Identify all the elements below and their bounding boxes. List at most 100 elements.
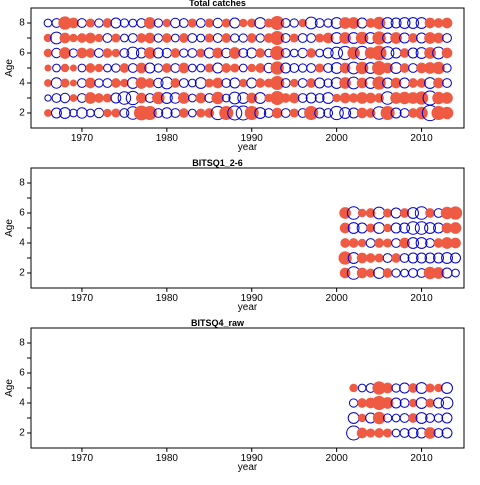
bubble-positive [391, 253, 401, 263]
bubble-positive [94, 63, 104, 73]
bubble-negative [382, 253, 393, 263]
bubble-negative [399, 413, 410, 423]
bubble-negative [298, 63, 308, 73]
bubble-positive [383, 428, 393, 438]
bubble-negative [59, 107, 71, 119]
bubble-negative [119, 108, 130, 118]
bubble-negative [187, 108, 197, 118]
bubble-negative [69, 108, 78, 118]
bubble-positive [145, 78, 155, 88]
bubble-negative [381, 17, 394, 29]
bubble-negative [187, 78, 197, 88]
bubble-positive [416, 78, 427, 88]
bubble-positive [390, 32, 402, 44]
bubble-positive [433, 18, 444, 28]
bubble-positive [247, 18, 257, 28]
bubble-positive [365, 92, 376, 104]
bubble-positive [347, 46, 360, 60]
bubble-positive [255, 48, 266, 58]
bubble-positive [270, 61, 284, 75]
bubble-positive [448, 206, 463, 220]
bubble-positive [136, 62, 147, 74]
bubble-negative [399, 253, 410, 263]
bubble-positive [414, 91, 429, 105]
bubble-negative [153, 63, 163, 73]
bubble-positive [136, 92, 147, 104]
bubble-negative [110, 17, 122, 29]
bubble-positive [372, 411, 386, 425]
bubble-negative [442, 33, 452, 43]
bubble-negative [390, 397, 402, 409]
bubble-positive [306, 48, 317, 58]
bubble-positive [69, 64, 77, 72]
bubble-positive [239, 18, 248, 28]
bubble-positive [69, 79, 77, 87]
bubble-positive [239, 78, 248, 88]
bubble-negative [280, 62, 292, 74]
bubble-negative [441, 412, 453, 424]
bubble-positive [338, 251, 352, 265]
bubble-positive [246, 92, 258, 104]
bubble-negative [229, 17, 241, 29]
bubble-positive [339, 222, 351, 234]
bubble-negative [153, 18, 163, 28]
bubble-positive [390, 77, 402, 89]
bubble-negative [408, 268, 418, 278]
bubble-positive [355, 61, 369, 75]
bubble-negative [93, 107, 105, 119]
bubble-positive [144, 17, 156, 29]
bubble-negative [433, 428, 444, 438]
bubble-negative [314, 77, 326, 89]
bubble-negative [390, 107, 402, 119]
bubble-positive [380, 105, 395, 121]
bubble-positive [357, 208, 367, 218]
y-tick-label: 2 [19, 108, 25, 119]
bubble-negative [111, 63, 121, 73]
bubble-negative [399, 382, 411, 394]
chart-panel: BITSQ1_2-6 1970 1980 1990 2000 2010 year 2 4 6 8 Ag… [4, 158, 465, 313]
bubble-positive [255, 63, 266, 73]
bubble-negative [407, 252, 419, 264]
bubble-negative [228, 91, 242, 105]
bubble-positive [408, 398, 418, 408]
bubble-positive [85, 77, 96, 89]
bubble-positive [85, 48, 96, 58]
bubble-negative [93, 48, 104, 58]
bubble-negative [314, 93, 325, 103]
bubble-negative [280, 108, 291, 118]
bubble-negative [230, 33, 240, 43]
bubble-positive [94, 93, 104, 103]
bubble-negative [399, 222, 411, 234]
bubble-negative [329, 105, 344, 121]
x-tick-label: 2000 [326, 453, 349, 464]
bubble-positive [424, 17, 436, 29]
bubble-negative [297, 47, 308, 59]
bubble-negative [187, 63, 197, 73]
bubble-negative [221, 78, 232, 88]
bubble-negative [305, 92, 317, 104]
bubble-positive [425, 208, 435, 218]
bubble-positive [450, 237, 461, 249]
bubble-negative [110, 92, 122, 104]
bubble-negative [314, 107, 326, 119]
x-axis-label: year [238, 142, 258, 153]
bubble-negative [415, 397, 428, 409]
bubble-positive [432, 267, 445, 279]
bubble-negative [382, 413, 393, 423]
bubble-negative [415, 237, 428, 249]
bubble-positive [255, 78, 266, 88]
bubble-positive [195, 92, 207, 104]
y-tick-label: 8 [19, 18, 25, 29]
bubble-negative [407, 17, 419, 29]
bubble-negative [77, 78, 87, 88]
x-tick-label: 2010 [410, 293, 433, 304]
bubble-negative [195, 18, 206, 28]
bubble-positive [365, 208, 376, 218]
bubble-positive [196, 108, 206, 118]
bubble-negative [390, 17, 402, 29]
bubble-positive [372, 31, 386, 45]
bubble-positive [399, 63, 410, 73]
bubble-positive [144, 47, 156, 59]
bubble-negative [229, 77, 241, 89]
bubble-positive [349, 383, 358, 393]
